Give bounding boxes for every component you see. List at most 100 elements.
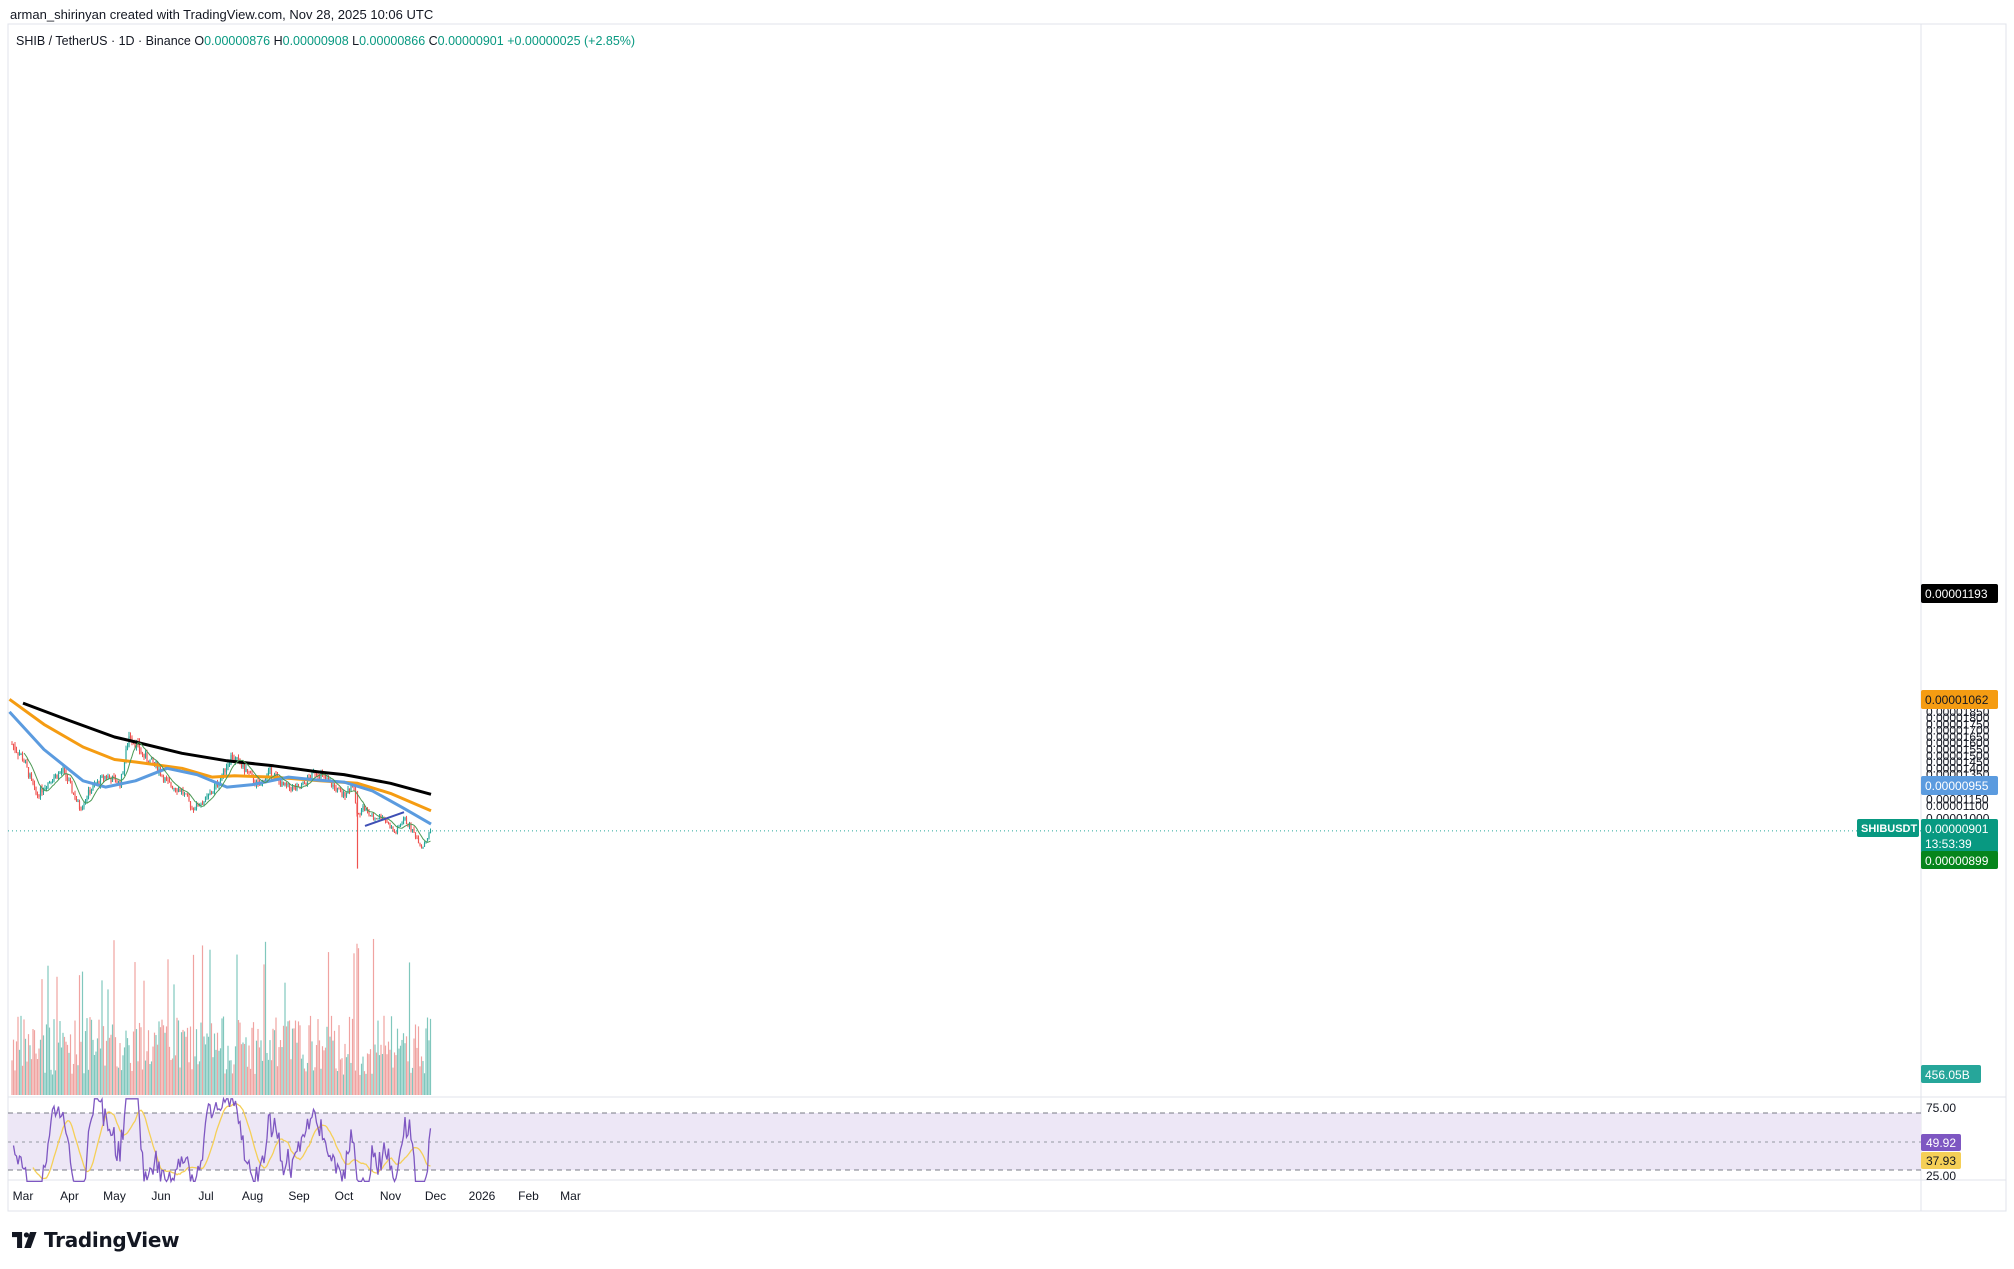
bid-price-label: 0.00000899 (1921, 851, 1998, 869)
candle-body (167, 779, 169, 782)
candle-body (219, 778, 222, 785)
candle-body (29, 773, 31, 778)
candle-body (365, 809, 367, 811)
candle-body (429, 830, 432, 833)
candle-body (41, 787, 43, 793)
candle-body (341, 791, 343, 797)
volume-bar (368, 1054, 370, 1095)
ma-blue-label: 0.00000955 (1921, 776, 1998, 795)
volume-bar (378, 1055, 381, 1095)
volume-bar (80, 1041, 82, 1095)
volume-bar (303, 1068, 306, 1095)
candle-body (230, 755, 232, 765)
candle-body (243, 763, 246, 772)
volume-bar (11, 1060, 13, 1095)
candle-body (81, 806, 84, 810)
candle-body (78, 801, 81, 809)
volume-bar (248, 1045, 250, 1095)
volume-bar (261, 1060, 264, 1095)
volume-bar (228, 1060, 231, 1095)
tradingview-logo[interactable]: TradingView (12, 1228, 180, 1252)
volume-bar (129, 1062, 132, 1095)
volume-bar (239, 1022, 241, 1095)
volume-bar (186, 1027, 189, 1095)
volume-bar (39, 1039, 42, 1095)
volume-bar (15, 1041, 18, 1095)
candle-body (258, 783, 261, 786)
time-axis[interactable]: Mar Apr May Jun Jul Aug Sep Oct Nov Dec 2026 Feb Mar (13, 1189, 581, 1203)
candle-body (287, 783, 289, 786)
candle-body (393, 830, 396, 833)
volume-bar (29, 1045, 31, 1095)
volume-bar (146, 1051, 148, 1095)
candle-body (245, 769, 247, 772)
volume-bar (393, 1052, 396, 1095)
volume-bar (117, 1067, 120, 1095)
candle-body (207, 794, 210, 797)
volume-bar (98, 1019, 100, 1095)
volume-bar (150, 1061, 153, 1095)
candle-body (126, 746, 129, 749)
volume-bar (387, 1041, 390, 1095)
volume-bar (270, 1060, 273, 1095)
candle-body (50, 781, 52, 783)
volume-bar (245, 1037, 247, 1095)
volume-bar (240, 1044, 243, 1095)
volume-bar (302, 1054, 304, 1095)
candle-body (281, 782, 283, 787)
volume-bar (153, 1032, 156, 1095)
candle-body (48, 781, 51, 783)
volume-bar (71, 1073, 73, 1095)
volume-bar (225, 1069, 228, 1095)
ma-green-line (23, 742, 431, 843)
candle-body (297, 785, 300, 787)
volume-bar (308, 1025, 310, 1095)
volume-bar (213, 1033, 216, 1095)
candle-body (419, 843, 421, 846)
candle-body (105, 775, 108, 778)
volume-bar (23, 1019, 25, 1095)
time-tick-4: Jul (198, 1189, 213, 1203)
volume-bar (423, 1073, 426, 1095)
candle-body (117, 780, 120, 784)
candle-body (18, 754, 21, 756)
brand-name: TradingView (44, 1228, 180, 1252)
volume-bar (390, 1016, 393, 1095)
candle-body (353, 786, 355, 788)
high-label: H (273, 34, 283, 48)
volume-bar (335, 1068, 337, 1095)
volume-bar (282, 1025, 285, 1095)
tradingview-logo-icon (12, 1232, 37, 1248)
close-label: C (428, 34, 438, 48)
volume-bar (311, 1041, 313, 1095)
candle-body (189, 801, 192, 808)
candle-body (171, 786, 174, 789)
candle-body (15, 749, 18, 753)
volume-bar (201, 945, 204, 1095)
volume-bar (20, 1015, 22, 1095)
volume-bar (323, 1050, 325, 1095)
volume-bar (263, 964, 265, 1095)
volume-bar (63, 1036, 66, 1095)
candle-body (288, 783, 291, 788)
candle-body (122, 772, 124, 775)
symbol-name[interactable]: SHIB / TetherUS · 1D · Binance (16, 34, 191, 48)
candle-body (323, 774, 325, 776)
candle-body (399, 825, 402, 827)
candle-body (111, 776, 114, 782)
volume-bar (383, 1015, 385, 1095)
volume-bar (255, 1040, 258, 1095)
volume-bar (246, 1066, 249, 1095)
time-tick-9: Dec (425, 1189, 446, 1203)
volume-bar (50, 1069, 52, 1095)
candle-body (422, 846, 424, 848)
volume-bar (399, 1045, 402, 1095)
candle-body (72, 792, 75, 794)
trendline[interactable] (364, 811, 405, 827)
volume-bar (405, 1036, 408, 1095)
candle-body (377, 818, 379, 820)
symbol-legend[interactable]: SHIB / TetherUS · 1D · Binance O0.000008… (16, 34, 635, 48)
volume-bar (167, 959, 169, 1095)
volume-bar (141, 1069, 144, 1095)
